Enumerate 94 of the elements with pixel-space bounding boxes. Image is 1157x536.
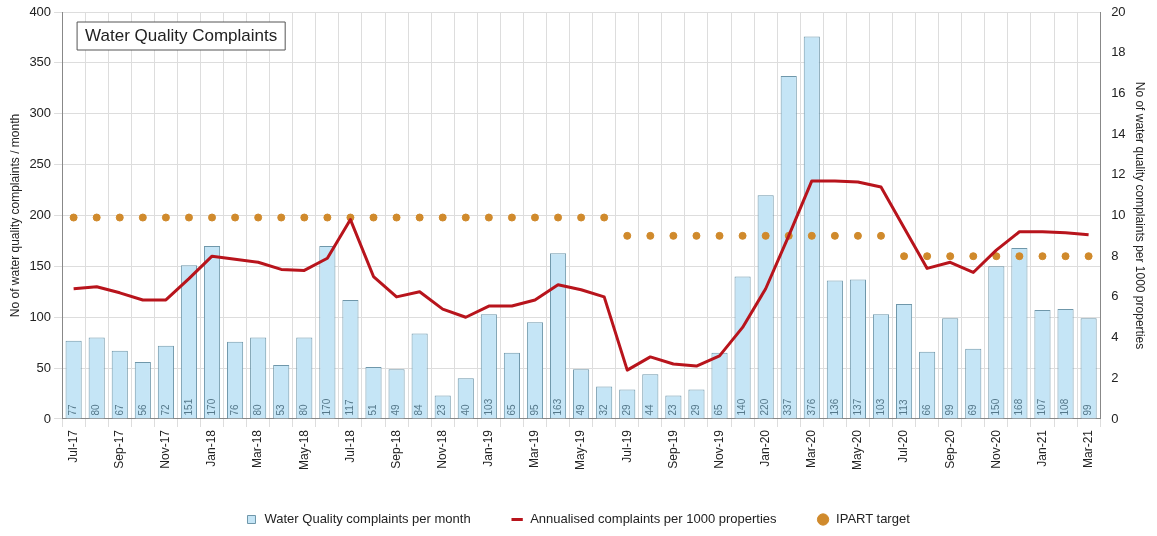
x-tick-label: Sep-20 xyxy=(942,429,957,469)
data-label: 136 xyxy=(828,398,840,416)
y2-tick-label: 10 xyxy=(1111,207,1126,223)
y2-tick-label: 0 xyxy=(1111,410,1119,426)
y-tick-label: 50 xyxy=(36,359,52,375)
x-tick-label: Nov-18 xyxy=(435,429,450,469)
data-label: 376 xyxy=(805,398,817,416)
x-tick-label: Sep-18 xyxy=(388,429,403,469)
data-label: 65 xyxy=(505,403,517,416)
x-tick-label: Nov-20 xyxy=(988,429,1003,469)
x-tick-label: Jul-20 xyxy=(896,429,911,463)
x-tick-label: Nov-19 xyxy=(711,429,726,469)
x-tick-label: Jan-19 xyxy=(481,429,496,467)
data-label: 103 xyxy=(874,398,886,416)
data-label: 49 xyxy=(574,403,586,416)
x-tick-label: May-20 xyxy=(850,429,865,470)
x-tick-label: Jan-20 xyxy=(757,429,772,467)
data-label: 66 xyxy=(920,403,932,416)
y2-tick-label: 16 xyxy=(1111,84,1126,100)
y2-tick-label: 4 xyxy=(1111,329,1119,345)
x-tick-label: Sep-17 xyxy=(112,429,127,469)
y-tick-label: 0 xyxy=(43,410,52,426)
data-label: 117 xyxy=(344,399,356,416)
data-label: 49 xyxy=(390,403,402,416)
y-tick-label: 200 xyxy=(29,207,52,223)
data-label: 40 xyxy=(459,403,471,416)
data-label: 23 xyxy=(667,403,679,416)
y2-axis-title: No of water quality complaints per 1000 properties xyxy=(1133,81,1148,350)
data-label: 107 xyxy=(1036,398,1048,416)
x-tick-label: Jul-19 xyxy=(619,429,634,463)
x-tick-label: Nov-17 xyxy=(158,429,173,469)
y2-tick-label: 14 xyxy=(1111,125,1126,141)
y-tick-label: 350 xyxy=(29,54,52,70)
data-label: 99 xyxy=(943,403,955,416)
y-tick-label: 400 xyxy=(29,3,52,19)
data-label: 168 xyxy=(1013,398,1025,416)
legend-label: Annualised complaints per 1000 properties xyxy=(530,511,778,527)
data-label: 80 xyxy=(251,403,263,416)
x-tick-label: Mar-19 xyxy=(527,429,542,468)
legend-label: IPART target xyxy=(836,511,911,527)
data-label: 29 xyxy=(690,403,702,416)
y-axis-title: No of water quality complaints / month xyxy=(7,113,22,318)
data-label: 80 xyxy=(298,403,310,416)
data-label: 151 xyxy=(182,398,194,416)
data-label: 99 xyxy=(1082,403,1094,416)
y-tick-label: 250 xyxy=(29,156,52,172)
x-tick-label: Mar-21 xyxy=(1080,429,1095,468)
data-label: 77 xyxy=(67,403,79,416)
data-label: 72 xyxy=(159,403,171,416)
data-label: 170 xyxy=(205,398,217,416)
data-label: 337 xyxy=(782,398,794,416)
data-label: 95 xyxy=(528,403,540,416)
data-label: 103 xyxy=(482,398,494,416)
data-label: 69 xyxy=(967,403,979,416)
text: Water Quality Complaints xyxy=(85,25,278,45)
y2-tick-label: 2 xyxy=(1111,369,1119,385)
x-tick-label: Mar-20 xyxy=(804,429,819,468)
data-label: 29 xyxy=(621,403,632,416)
x-tick-label: Sep-19 xyxy=(665,429,680,469)
data-label: 44 xyxy=(644,403,656,416)
legend-label: Water Quality complaints per month xyxy=(264,511,471,527)
data-label: 80 xyxy=(90,403,102,416)
data-label: 56 xyxy=(136,403,148,416)
x-tick-label: May-19 xyxy=(573,429,588,470)
x-tick-label: May-18 xyxy=(296,429,311,470)
y-tick-label: 300 xyxy=(29,105,52,121)
y2-tick-label: 8 xyxy=(1111,247,1119,263)
data-label: 84 xyxy=(413,403,425,416)
data-label: 32 xyxy=(597,403,609,416)
x-tick-label: Jul-17 xyxy=(65,429,80,463)
y2-tick-label: 6 xyxy=(1111,288,1119,304)
data-label: 137 xyxy=(851,398,863,416)
data-label: 76 xyxy=(228,403,240,416)
data-label: 53 xyxy=(274,403,286,416)
data-label: 67 xyxy=(113,403,125,416)
data-label: 113 xyxy=(897,399,909,416)
y-tick-label: 150 xyxy=(29,257,52,273)
data-label: 150 xyxy=(990,398,1002,416)
x-tick-label: Jul-18 xyxy=(342,429,357,463)
y2-tick-label: 20 xyxy=(1111,3,1126,19)
y2-tick-label: 12 xyxy=(1111,166,1126,182)
y2-tick-label: 18 xyxy=(1111,44,1126,60)
x-tick-label: Jan-21 xyxy=(1034,429,1049,467)
data-label: 163 xyxy=(551,398,563,416)
data-label: 65 xyxy=(713,403,725,416)
data-label: 140 xyxy=(736,398,748,416)
data-label: 170 xyxy=(321,398,333,416)
y-tick-label: 100 xyxy=(29,308,52,324)
data-label: 23 xyxy=(436,403,448,416)
data-label: 220 xyxy=(759,398,771,416)
x-tick-label: Jan-18 xyxy=(204,429,219,467)
data-label: 108 xyxy=(1059,398,1071,416)
x-tick-label: Mar-18 xyxy=(250,429,265,468)
data-label: 51 xyxy=(367,403,379,416)
